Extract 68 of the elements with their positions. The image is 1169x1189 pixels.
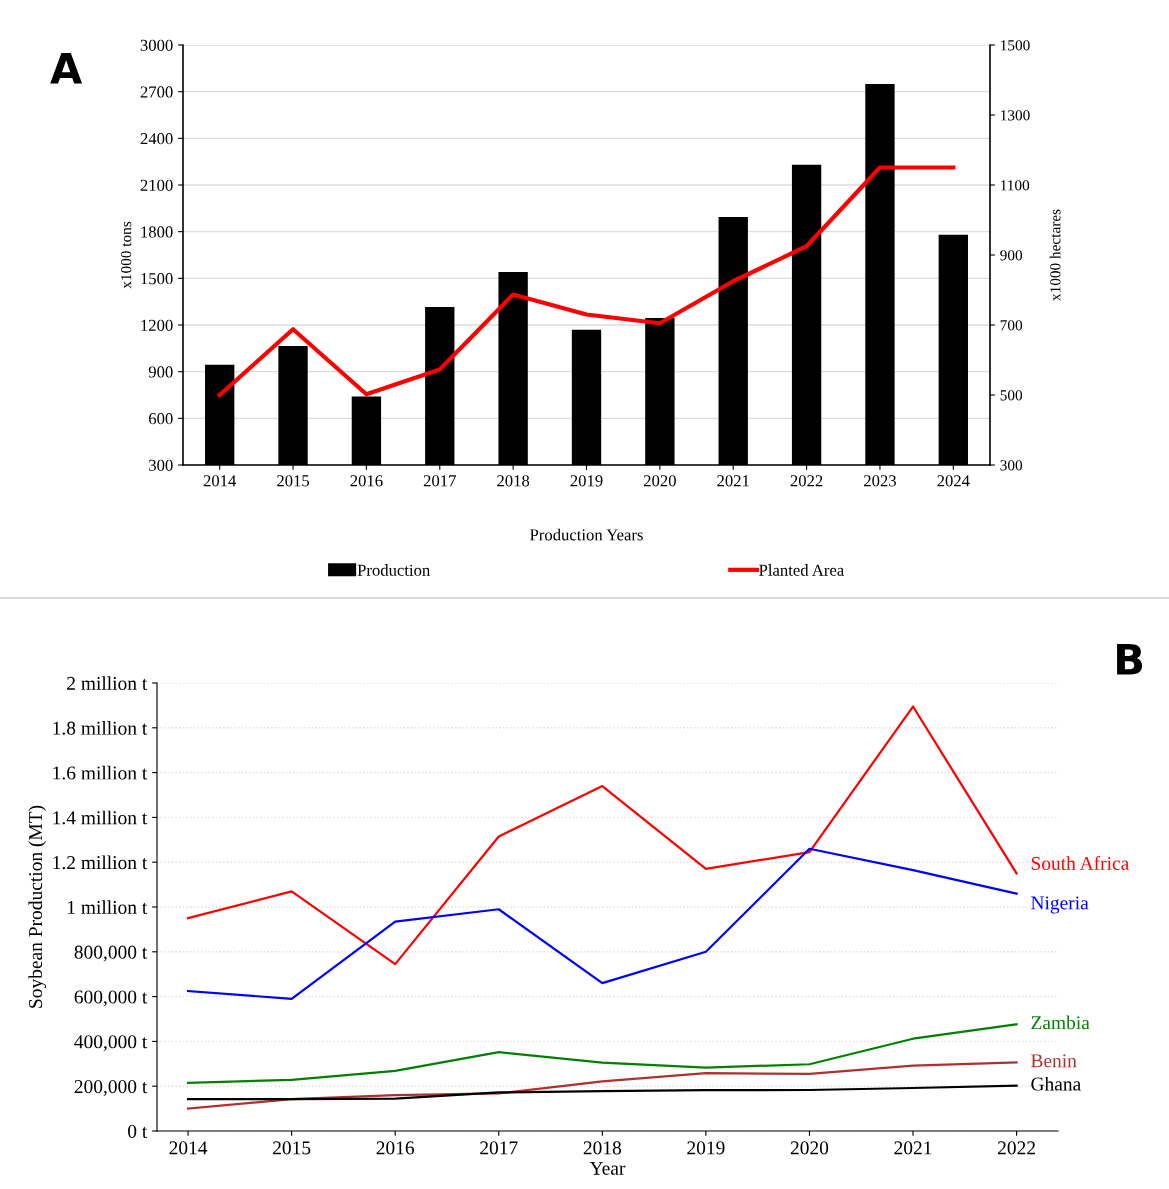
y-tick-label: 1500: [141, 273, 173, 285]
y-tick-label: 1.8 million t: [53, 721, 148, 735]
x-tick-label: 2018: [497, 475, 530, 487]
y-tick-label: 2400: [140, 133, 173, 145]
line-series: [186, 1061, 1018, 1110]
x-tick-label: 2022: [790, 475, 823, 487]
y-tick-label: 1.4 million t: [53, 810, 148, 825]
series-label: Zambia: [1031, 1015, 1090, 1030]
y-tick-label: 1800: [141, 226, 173, 238]
x-tick-label: 2014: [169, 1141, 208, 1155]
x-tick-label: 2021: [717, 475, 749, 487]
x-tick-label: 2018: [583, 1141, 622, 1155]
x-tick-label: 2022: [997, 1141, 1035, 1155]
y-tick-label: 600,000 t: [74, 990, 148, 1007]
y-tick-label: 2700: [140, 86, 173, 98]
series-label: Benin: [1031, 1054, 1077, 1068]
x-tick-label: 2020: [643, 475, 676, 487]
x-tick-label: 2016: [350, 475, 383, 487]
x-tick-label: 2016: [376, 1141, 415, 1155]
y-tick-label: 1.6 million t: [53, 765, 148, 780]
y2-tick-label: 700: [1000, 320, 1023, 331]
y-tick-label: 1.2 million t: [53, 855, 148, 870]
y-axis-title: Soybean Production (MT): [28, 805, 47, 1008]
y2-axis-title: x1000 hectares: [1049, 209, 1061, 301]
y-tick-label: 600: [148, 413, 173, 425]
x-tick-label: 2020: [790, 1141, 829, 1155]
text: A: [50, 53, 83, 84]
line-series: [186, 705, 1018, 966]
line-series: [186, 847, 1018, 1000]
y2-tick-label: 1500: [1001, 40, 1030, 51]
line-series: [186, 1084, 1018, 1101]
line-series: [217, 165, 956, 398]
y-tick-label: 200,000 t: [74, 1080, 148, 1096]
y-tick-label: 300: [149, 459, 173, 471]
x-tick-label: 2017: [423, 475, 456, 487]
x-tick-label: 2024: [937, 475, 970, 487]
y-axis-title: x1000 tons: [120, 221, 132, 289]
y2-tick-label: 1100: [1001, 180, 1030, 191]
y-tick-label: 800,000 t: [74, 945, 148, 962]
x-tick-label: 2019: [687, 1141, 725, 1155]
y-tick-label: 900: [148, 366, 173, 378]
series-label: Nigeria: [1031, 896, 1089, 914]
x-tick-label: 2023: [864, 475, 896, 487]
y-tick-label: 3000: [140, 39, 173, 51]
y-tick-label: 400,000 t: [74, 1035, 148, 1052]
line-series: [186, 1023, 1018, 1084]
x-tick-label: 2015: [277, 475, 310, 487]
y-tick-label: 2 million t: [67, 676, 148, 690]
y-tick-label: 1 million t: [67, 900, 148, 914]
x-axis-title: Production Years: [530, 528, 643, 541]
legend-label: Planted Area: [759, 564, 844, 576]
y-tick-label: 2100: [140, 179, 173, 191]
y-tick-label: 1200: [141, 319, 173, 331]
y2-tick-label: 300: [1000, 460, 1023, 471]
series-label: South Africa: [1031, 856, 1130, 870]
y2-tick-label: 1300: [1001, 110, 1030, 121]
y2-tick-label: 500: [1000, 390, 1023, 401]
x-tick-label: 2015: [273, 1141, 311, 1155]
x-tick-label: 2017: [480, 1141, 518, 1155]
text: B: [1117, 644, 1143, 675]
x-tick-label: 2021: [894, 1141, 932, 1155]
legend-label: Production: [357, 564, 431, 576]
x-tick-label: 2014: [203, 475, 237, 487]
x-tick-label: 2019: [570, 475, 603, 487]
y-tick-label: 0 t: [128, 1124, 148, 1138]
series-label: Ghana: [1031, 1076, 1081, 1091]
y2-tick-label: 900: [1000, 250, 1023, 261]
x-axis-title: Year: [589, 1161, 626, 1175]
